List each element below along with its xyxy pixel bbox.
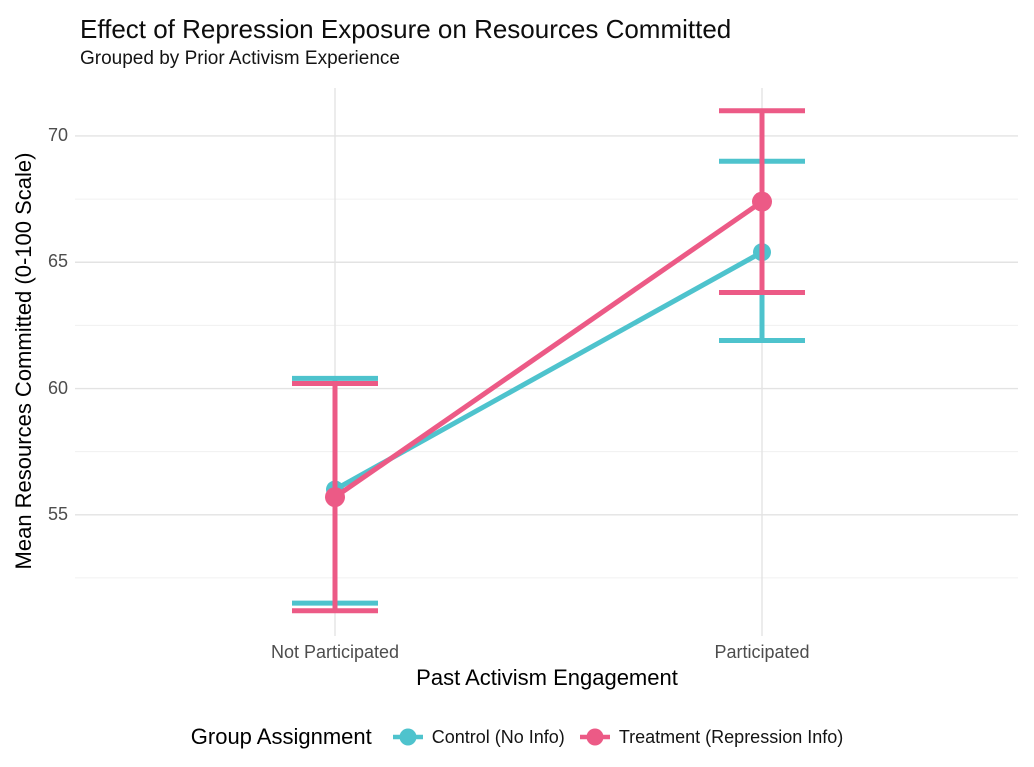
legend-label-treatment: Treatment (Repression Info)	[618, 726, 844, 747]
data-point	[752, 191, 772, 212]
pointrange-key-icon	[579, 726, 611, 748]
legend-item-control: Control (No Info)	[392, 726, 565, 748]
data-point	[325, 487, 345, 508]
y-axis-title: Mean Resources Committed (0-100 Scale)	[11, 152, 36, 570]
legend-label-control: Control (No Info)	[431, 726, 565, 747]
y-tick-label: 65	[47, 251, 68, 272]
y-tick-label: 55	[47, 503, 68, 524]
y-axis-tick-labels: 55 60 65 70	[0, 0, 68, 700]
plot-area	[75, 88, 1018, 636]
chart-title: Effect of Repression Exposure on Resourc…	[80, 14, 732, 44]
series-line	[333, 199, 764, 500]
x-tick-label: Not Participated	[270, 642, 400, 662]
legend-item-treatment: Treatment (Repression Info)	[579, 726, 843, 748]
x-tick-label: Participated	[714, 642, 810, 662]
x-axis-tick-labels: Not Participated Participated	[0, 642, 1034, 664]
y-tick-label: 60	[47, 377, 68, 398]
x-axis-title: Past Activism Engagement	[416, 665, 678, 690]
legend-title: Group Assignment	[190, 724, 372, 749]
pointrange-key-icon	[392, 726, 424, 748]
chart-subtitle: Grouped by Prior Activism Experience	[80, 48, 400, 69]
y-tick-label: 70	[47, 125, 68, 146]
legend: Group Assignment Control (No Info) Treat…	[0, 714, 1034, 760]
